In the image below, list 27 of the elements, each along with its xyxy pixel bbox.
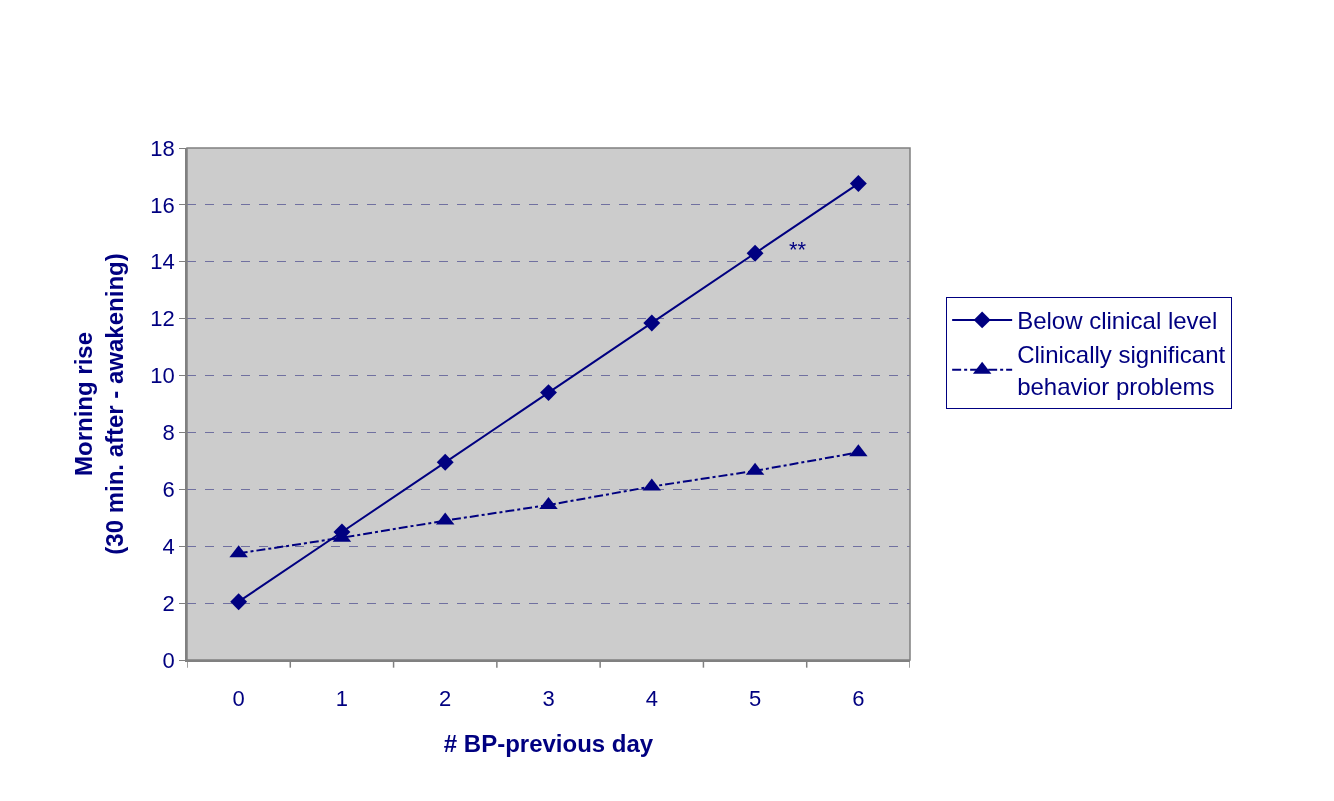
point xyxy=(436,453,454,471)
x-axis-title: # BP-previous day xyxy=(443,729,654,757)
x-tick-label: 1 xyxy=(335,686,349,712)
x-tick-label: 5 xyxy=(748,686,762,712)
y-tick-label: 14 xyxy=(150,249,175,275)
y-tick-label: 12 xyxy=(150,306,175,332)
x-tick-label: 2 xyxy=(439,686,452,712)
point xyxy=(746,244,764,262)
y-tick-label: 16 xyxy=(150,192,175,218)
point xyxy=(643,314,661,332)
y-tick-label: 18 xyxy=(150,135,175,161)
x-tick-label: 3 xyxy=(542,686,555,712)
annotation: ** xyxy=(789,237,807,262)
x-tick-label: 0 xyxy=(232,686,245,712)
point xyxy=(849,175,867,193)
y-tick-label: 2 xyxy=(162,590,175,616)
point xyxy=(540,384,557,402)
y-axis-title: Morning rise (30 min. after - awakening) xyxy=(69,253,128,555)
legend-label: Below clinical level xyxy=(1017,307,1218,335)
y-tick-label: 10 xyxy=(150,363,175,389)
y-tick-label: 8 xyxy=(162,420,175,446)
y-tick-label: 6 xyxy=(162,477,175,503)
x-tick-label: 6 xyxy=(852,686,865,712)
legend-label: Clinically significant behavior problems xyxy=(1017,341,1226,400)
x-tick-label: 4 xyxy=(645,686,658,712)
y-tick-label: 4 xyxy=(162,533,175,559)
y-tick-label: 0 xyxy=(162,647,175,673)
